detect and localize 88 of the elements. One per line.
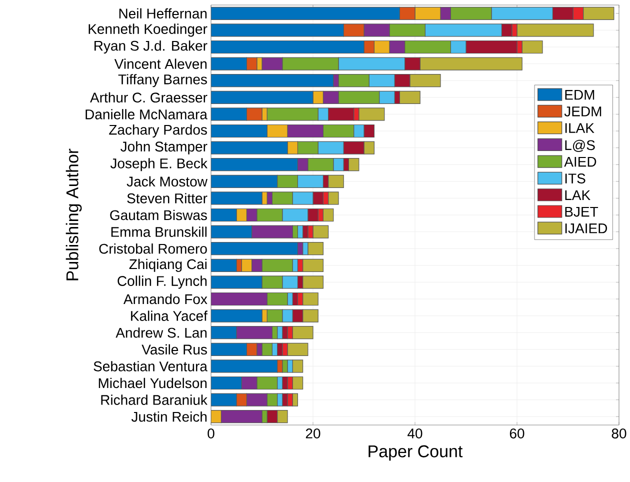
bar [211,276,262,289]
legend-label: EDM [565,90,594,100]
y-tick-label: Vasile Rus [142,344,207,355]
bar [292,376,304,390]
y-axis-title: Publishing Author [66,148,82,280]
bar [211,192,262,205]
bar [399,90,420,104]
y-tick-label: Vincent Aleven [114,58,207,69]
bar [211,6,400,20]
bar [211,225,252,238]
bar [414,6,441,20]
legend-label: JEDM [564,106,602,116]
bar [364,40,374,54]
bar [287,124,324,138]
bar [348,158,360,172]
bar [322,90,339,104]
bar [211,158,298,172]
bar [211,57,247,70]
y-tick-label: Kalina Yacef [131,310,208,321]
legend-label: AIED [564,156,596,167]
y-tick-label: Zhiqiang Cai [129,258,207,272]
y-tick-label: Richard Baraniuk [101,394,208,405]
legend-label: ITS [565,174,586,184]
y-tick-label: Gautam Biswas [110,210,207,220]
bar [292,326,314,340]
bar [211,124,268,138]
x-tick-label: 60 [510,428,524,438]
bar [241,376,258,390]
bar [211,258,237,272]
y-tick-label: Arthur C. Graesser [90,92,208,103]
bar [374,40,390,54]
y-tick-label: Jack Mostow [126,176,208,187]
bar [292,360,304,373]
x-axis-title: Paper Count [368,445,463,461]
legend-label: LAK [565,190,590,200]
bar [389,40,406,54]
bar [211,174,278,188]
bar [246,393,268,406]
bar [211,90,314,104]
y-tick-label: Zachary Pardos [109,124,207,138]
bar [211,74,334,88]
bar [211,292,268,306]
y-tick-label: Tiffany Barnes [118,74,207,88]
legend-label: ILAK [565,123,594,133]
y-tick-label: Danielle McNamara [86,109,208,120]
bar [252,225,293,238]
y-tick-label: Steven Ritter [127,193,208,204]
bar [236,326,272,340]
bar [322,208,334,222]
y-tick-label: Neil Heffernan [119,8,207,19]
bar [211,360,278,373]
bar [211,108,247,121]
y-tick-label: Ryan S J.d. Baker [94,40,208,54]
y-tick-label: Cristobal Romero [99,243,207,254]
y-tick-label: Collin F. Lynch [118,276,207,289]
x-tick-label: 40 [408,428,422,438]
y-tick-label: Justin Reich [131,411,207,422]
bar [343,24,364,37]
x-tick-label: 80 [612,428,626,438]
bar [246,342,258,356]
y-tick-label: Armando Fox [123,294,208,304]
bar [211,141,288,154]
bar [266,124,288,138]
bar [211,326,237,340]
bar [211,376,242,390]
y-tick-label: Andrew S. Lan [116,327,207,338]
bar [292,393,298,406]
bar [211,342,247,356]
bar [211,208,237,222]
bar [522,40,543,54]
x-tick-label: 20 [306,428,320,438]
bar [220,410,262,424]
legend-label: BJET [565,206,598,217]
y-tick-label: Emma Brunskill [111,226,207,237]
legend-label: L@S [565,140,595,152]
bar [211,309,262,322]
legend-label: IJAIED [565,224,608,234]
y-tick-label: Michael Yudelson [98,378,207,388]
y-tick-label: John Stamper [120,141,208,154]
bar [211,40,364,54]
bar [246,57,258,70]
x-tick-label: 0 [208,428,214,438]
y-tick-label: Kenneth Koedinger [88,24,208,37]
y-tick-label: Sebastian Ventura [94,361,208,372]
bar [246,108,262,121]
y-tick-label: Joseph E. Beck [110,158,208,172]
bar [211,24,344,37]
bar [211,242,298,256]
